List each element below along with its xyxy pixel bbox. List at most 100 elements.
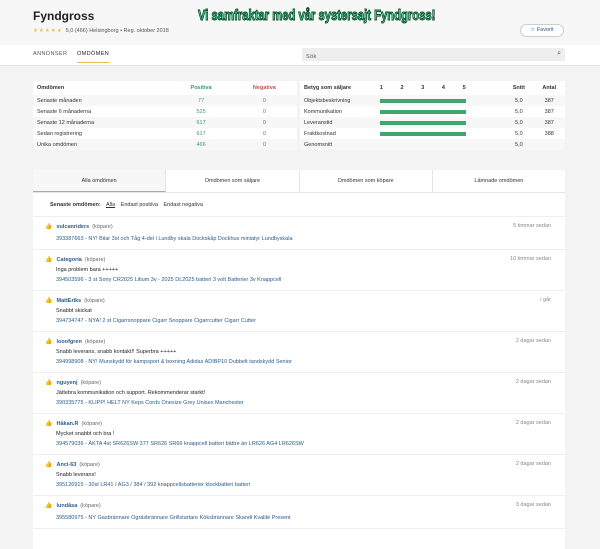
rating-label: Kommunikation (304, 108, 342, 115)
negative-count: 0 (231, 117, 297, 128)
shop-header: Fyndgross ★★★★★ 5,0 (466) Helsingborg • R… (0, 0, 600, 45)
negative-count: 0 (262, 130, 266, 137)
scale-2: 2 (400, 85, 404, 91)
review-item-link[interactable]: 390335775 - KLIPP! HELT NY Keps Cords On… (56, 400, 244, 406)
rating-row: Leveranstid 5,0 387 (300, 117, 565, 128)
review-item-link[interactable]: 395126915 - 30st LR41 / AG3 / 384 / 392 … (56, 482, 251, 488)
scale-3: 3 (421, 85, 425, 91)
thumbs-up-icon: 👍 (45, 224, 53, 230)
review-role: (köpare) (81, 421, 102, 427)
scale-5: 5 (462, 85, 466, 91)
rating-avg: 5,0 (504, 95, 534, 106)
review-user[interactable]: MattEriks (56, 298, 82, 304)
rating-bar (379, 131, 466, 136)
summary-table: Omdömen Positiva Negativa Senaste månaden 7… (33, 81, 297, 150)
review-item-link[interactable]: 393387663 - NY! Bilar 3st och Tåg 4-del … (56, 236, 293, 242)
summary-row: Senaste månaden 77 0 (33, 95, 297, 106)
thumbs-up-icon: 👍 (45, 339, 53, 345)
summary-row: Senaste 6 månaderna 525 0 (33, 106, 297, 117)
review-text: Snabb leverans! (56, 472, 96, 478)
rating-count: 387 (533, 95, 565, 106)
review-user[interactable]: Anci-63 (56, 462, 77, 468)
review-item: 👍 looofgren (köpare) 2 dagar sedan Snabb lev… (33, 332, 565, 373)
filter-all[interactable]: Alla (105, 202, 116, 208)
review-role: (köpare) (84, 257, 106, 263)
review-item-link[interactable]: 394734747 - NYA! 2 st Cigarrsnoppare Cig… (56, 318, 256, 324)
review-user[interactable]: Håkan.R (56, 421, 79, 427)
review-time: 10 timmar sedan (510, 256, 551, 262)
rating-row: Kommunikation 5,0 387 (300, 106, 565, 117)
review-time: 5 timmar sedan (513, 223, 551, 229)
period-label: Senaste 12 månaderna (33, 117, 171, 128)
tab-all-reviews[interactable]: Alla omdömen (33, 170, 167, 192)
promo-banner: Vi samfraktar med vår systersajt Fyndgro… (198, 7, 436, 24)
review-user[interactable]: looofgren (56, 339, 82, 345)
positive-count: 466 (170, 139, 232, 150)
review-item: 👍 lundåsa (köpare) 3 dagar sedan 395580975 -… (33, 496, 565, 529)
positive-count: 77 (170, 95, 232, 106)
review-text: Snabb leverans, snabb kontakt!! Superbra… (56, 349, 177, 355)
review-user[interactable]: nguyenj (56, 380, 78, 386)
nav-bar: ANNONSER OMDÖMEN Sök ⌕ (0, 45, 600, 66)
ratings-table: Betyg som säljare 1 2 3 4 5 Snitt Antal Objekts… (300, 81, 565, 150)
review-item-link[interactable]: 395580975 - NY Gasbrännare Ogräsbrännare… (56, 515, 291, 521)
review-time: 2 dagar sedan (515, 338, 551, 344)
reviews-panel: Alla omdömen Omdömen som säljare Omdömen… (33, 170, 565, 549)
review-time: 2 dagar sedan (515, 461, 551, 467)
review-tabs: Alla omdömen Omdömen som säljare Omdömen… (33, 170, 565, 193)
review-item: 👍 vulcanriders (köpare) 5 timmar sedan 39338… (33, 217, 565, 250)
rating-bar (379, 109, 466, 114)
shop-meta: ★★★★★ 5,0 (466) Helsingborg • Reg. oktobe… (33, 28, 169, 34)
period-label: Senaste månaden (33, 95, 171, 106)
period-label: Sedan registrering (37, 130, 82, 137)
tab-given-reviews[interactable]: Lämnade omdömen (474, 178, 524, 184)
review-role: (köpare) (79, 462, 100, 468)
rating-bar (379, 120, 466, 125)
summary-header: Omdömen (37, 85, 65, 91)
summary-row: Unika omdömen 466 0 (33, 139, 297, 150)
review-item: 👍 Håkan.R (köpare) 2 dagar sedan Mycket snab… (33, 414, 565, 455)
negative-header: Negativa (252, 85, 276, 91)
review-role: (köpare) (80, 380, 102, 386)
rating-row: Fraktkostnad 5,0 388 (300, 128, 565, 139)
total-label: Genomsnitt (300, 139, 380, 150)
positive-count: 617 (196, 130, 206, 137)
negative-count: 0 (262, 108, 266, 115)
review-item-link[interactable]: 394998908 - NY! Munskydd för kampsport &… (56, 359, 292, 365)
review-text: Mycket snabbt och bra ! (56, 431, 115, 437)
review-filter: Senaste omdömen: Alla Endast positiva En… (33, 193, 565, 217)
tab-omdomen[interactable]: OMDÖMEN (77, 51, 110, 63)
favorite-button[interactable]: ☆ Favorit (520, 24, 564, 37)
filter-negative[interactable]: Endast negativa (163, 202, 203, 208)
tab-annonser[interactable]: ANNONSER (33, 51, 68, 57)
filter-positive[interactable]: Endast positiva (120, 202, 158, 208)
review-user[interactable]: Categoria (56, 257, 82, 263)
tab-buyer-reviews[interactable]: Omdömen som köpare (300, 170, 433, 192)
scale-1: 1 (379, 85, 383, 91)
review-user[interactable]: vulcanriders (56, 224, 90, 230)
scale-4: 4 (441, 85, 445, 91)
rating-avg: 5,0 (504, 117, 534, 128)
review-time: 2 dagar sedan (515, 379, 551, 385)
tab-seller-reviews[interactable]: Omdömen som säljare (166, 170, 300, 192)
negative-count: 0 (231, 95, 297, 106)
review-user[interactable]: lundåsa (56, 503, 78, 509)
negative-count: 0 (231, 139, 297, 150)
shop-title: Fyndgross (33, 9, 95, 23)
rating-avg: 5,0 (515, 130, 523, 137)
period-label: Unika omdömen (33, 139, 171, 150)
thumbs-up-icon: 👍 (45, 462, 53, 468)
rating-label: Objektsbeskrivning (300, 95, 380, 106)
review-item-link[interactable]: 394503596 - 3 st Sony CR2025 Litium 3v -… (56, 277, 282, 283)
count-header: Antal (542, 85, 557, 91)
review-text: Inga problem bara +++++ (56, 267, 119, 273)
rating-row: Objektsbeskrivning 5,0 387 (300, 95, 565, 106)
shop-location: Helsingborg • Reg. oktober 2018 (89, 28, 169, 34)
total-avg: 5,0 (504, 139, 534, 150)
search-input[interactable]: Sök ⌕ (302, 48, 565, 61)
review-item-link[interactable]: 394579036 - ÄKTA 4st SR626SW 377 SR626 S… (56, 441, 304, 447)
review-time: 2 dagar sedan (515, 420, 551, 426)
search-icon[interactable]: ⌕ (557, 50, 561, 57)
avg-header: Snitt (512, 85, 525, 91)
review-text: Snabbt skickat (56, 308, 92, 314)
